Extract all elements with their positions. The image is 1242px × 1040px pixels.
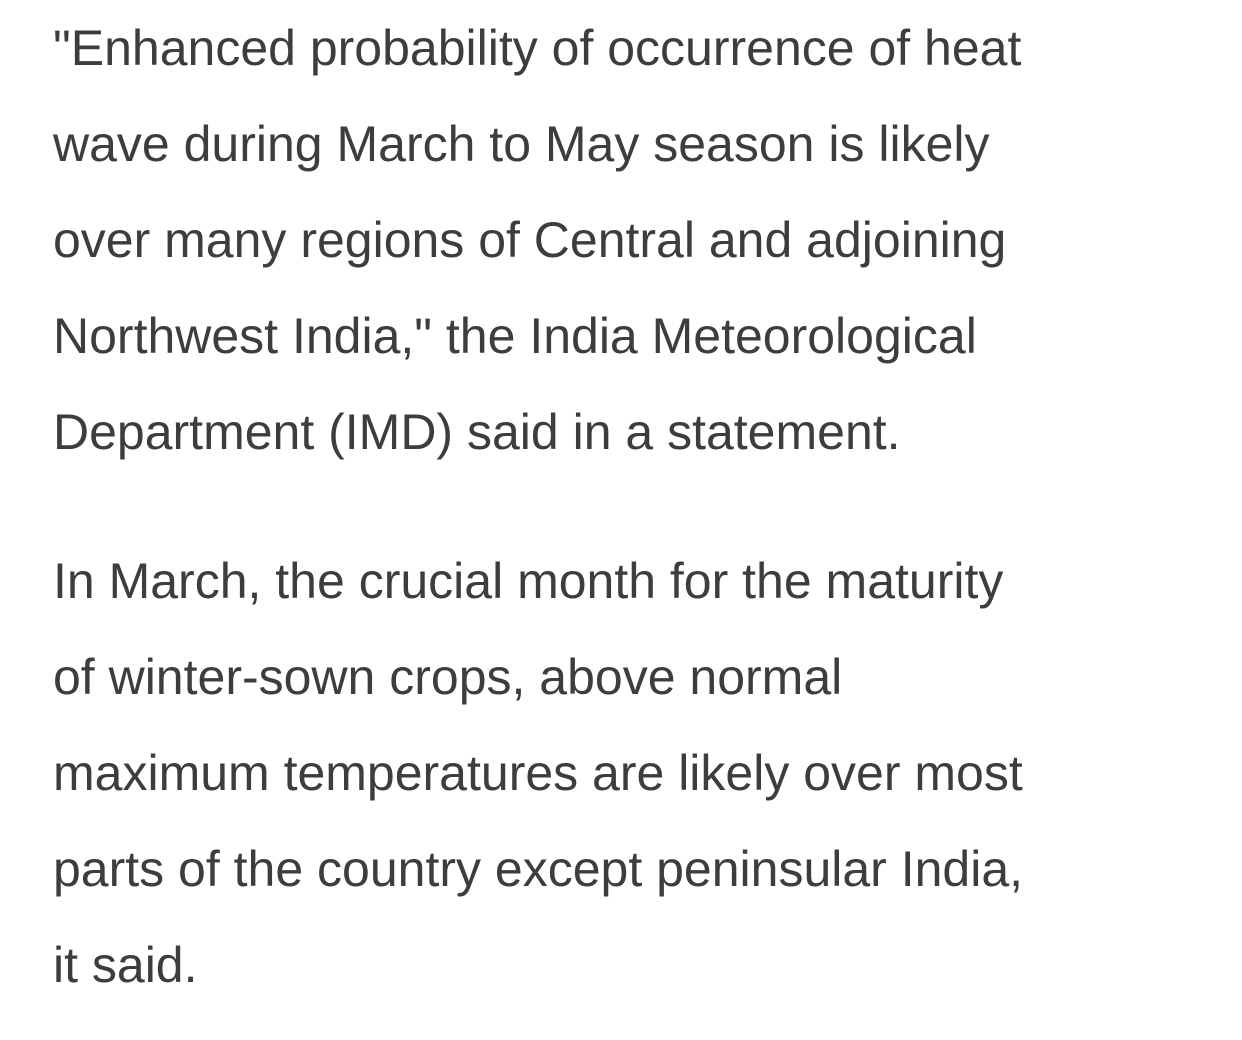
text-line: Department (IMD) said in a statement. <box>53 404 901 460</box>
text-line: Northwest India," the India Meteorologic… <box>53 308 977 364</box>
text-line: maximum temperatures are likely over mos… <box>53 745 1023 801</box>
paragraph: In March, the crucial month for the matu… <box>53 533 1242 1013</box>
text-line: it said. <box>53 937 198 993</box>
text-line: wave during March to May season is likel… <box>53 116 990 172</box>
paragraph: "Enhanced probability of occurrence of h… <box>53 0 1242 480</box>
text-line: In March, the crucial month for the matu… <box>53 553 1004 609</box>
text-line: "Enhanced probability of occurrence of h… <box>53 20 1022 76</box>
text-line: of winter-sown crops, above normal <box>53 649 843 705</box>
text-line: parts of the country except peninsular I… <box>53 841 1024 897</box>
article: "Enhanced probability of occurrence of h… <box>53 0 1242 1013</box>
text-line: over many regions of Central and adjoini… <box>53 212 1007 268</box>
